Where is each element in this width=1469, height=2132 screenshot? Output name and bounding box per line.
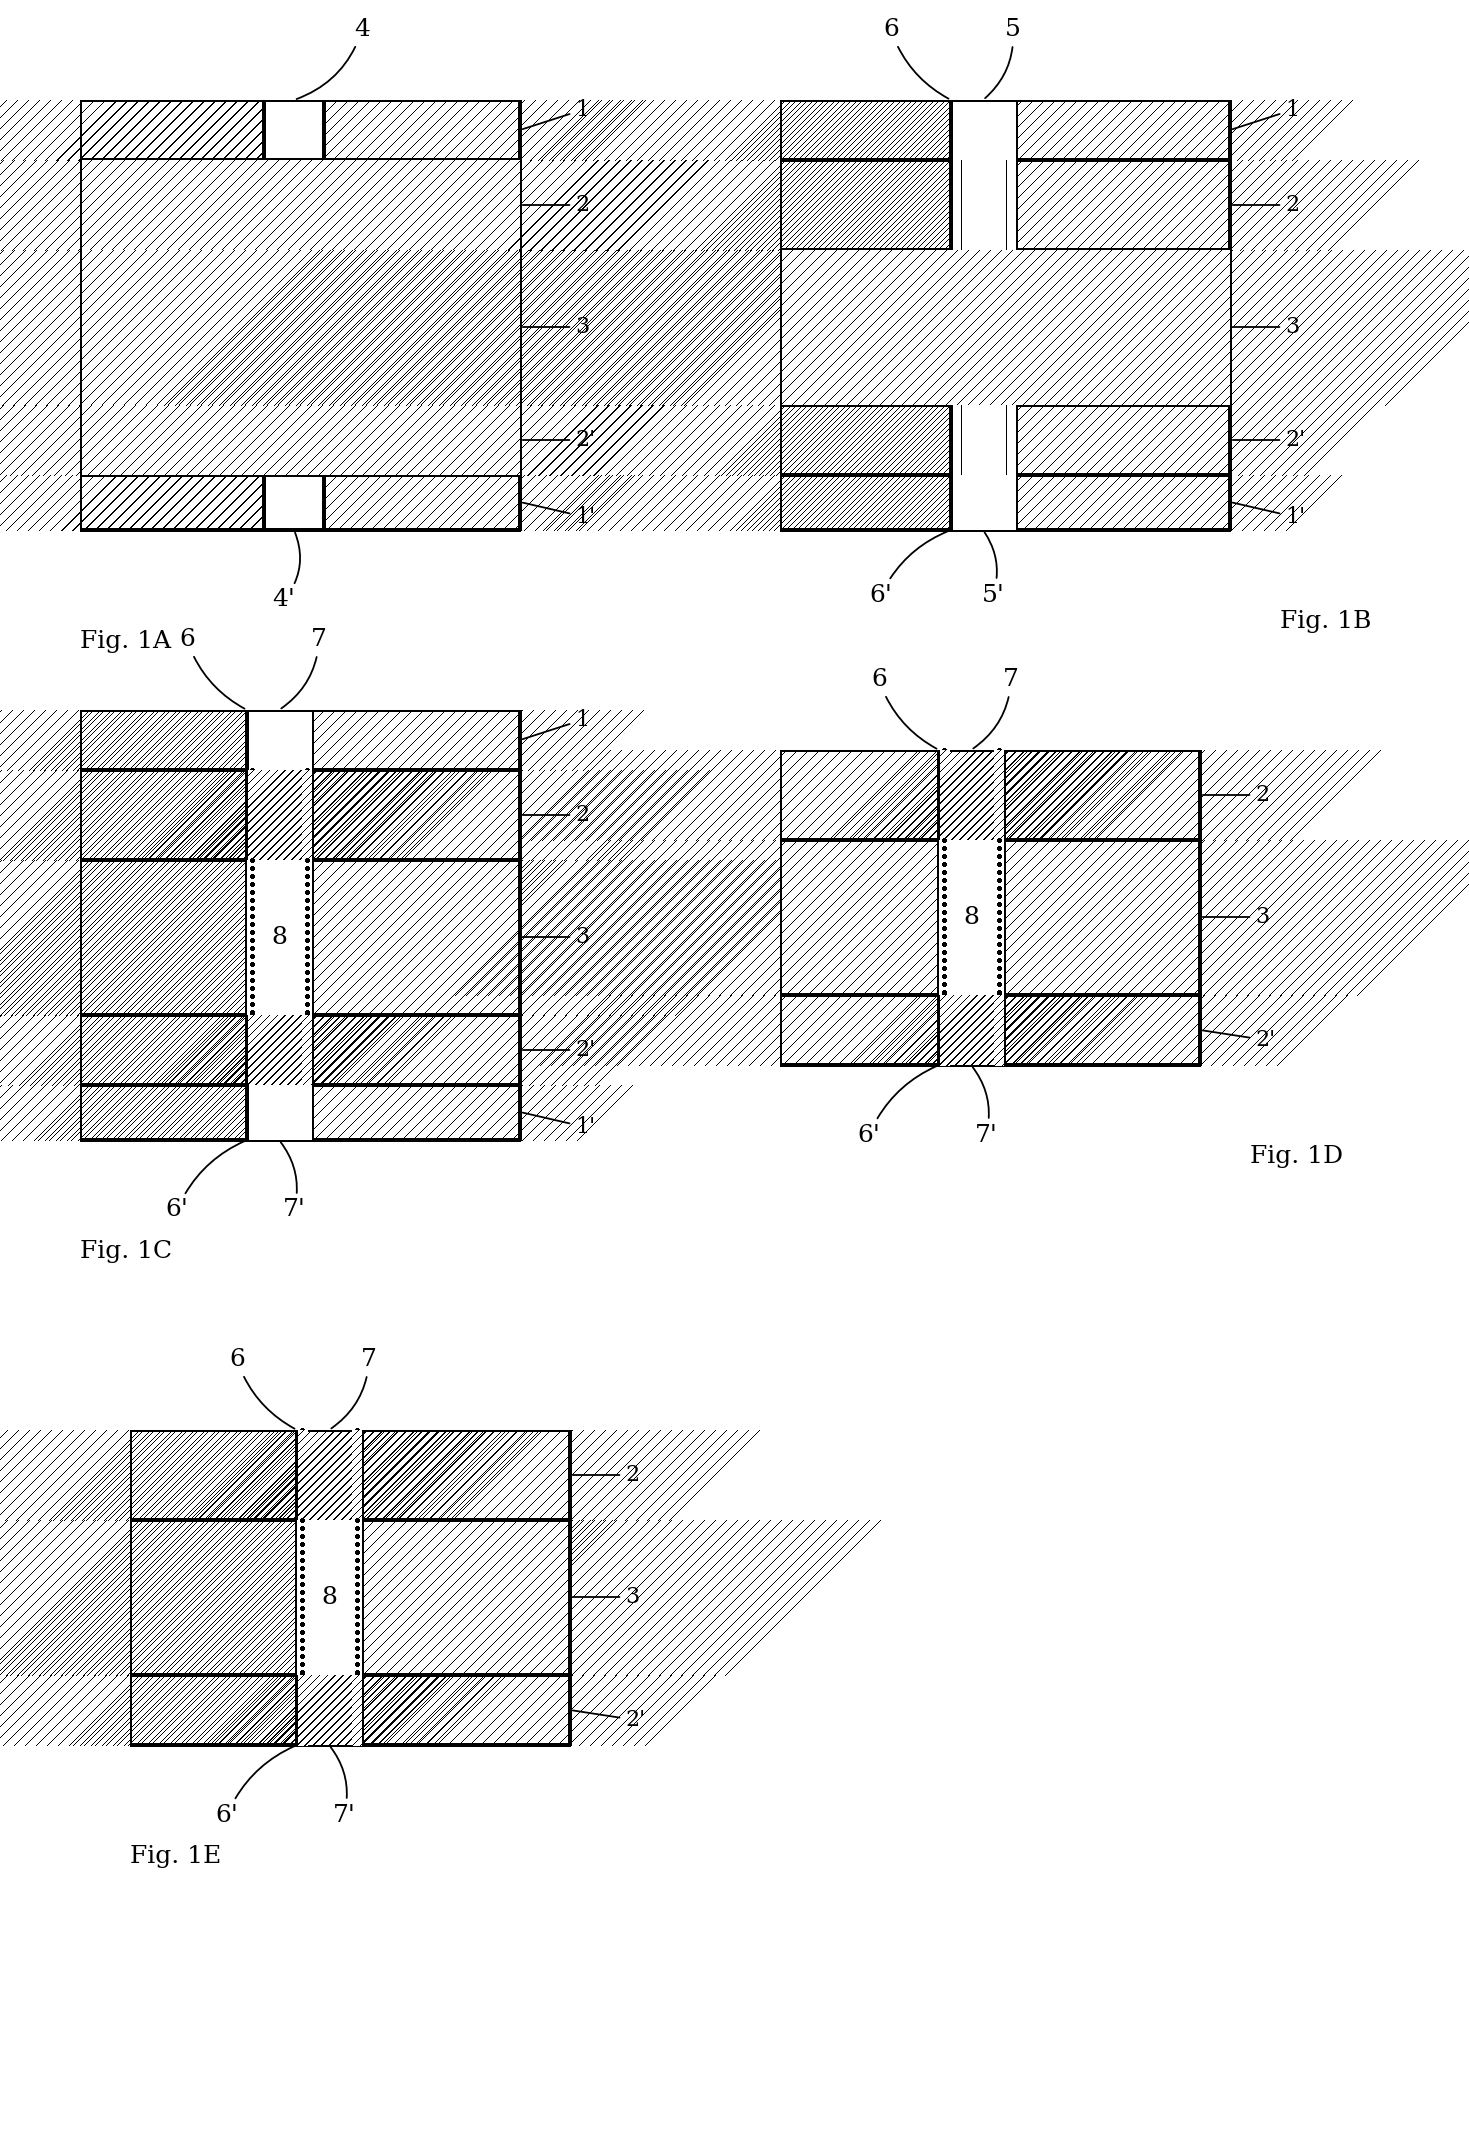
Text: 8: 8 — [322, 1586, 336, 1608]
Text: 3: 3 — [573, 1586, 639, 1608]
Text: 2: 2 — [1203, 785, 1269, 806]
Text: 2: 2 — [523, 194, 589, 215]
Text: 7: 7 — [974, 669, 1019, 748]
Text: 1': 1' — [1232, 503, 1306, 529]
Text: Fig. 1D: Fig. 1D — [1250, 1145, 1343, 1168]
Text: 7: 7 — [281, 629, 328, 708]
Text: 7': 7' — [972, 1068, 997, 1147]
Text: 3: 3 — [523, 316, 589, 339]
Text: 3: 3 — [1232, 316, 1299, 339]
Text: 4': 4' — [273, 533, 300, 612]
Text: 6': 6' — [870, 531, 949, 605]
Text: 7': 7' — [281, 1143, 306, 1222]
Text: 5': 5' — [981, 533, 1005, 605]
Text: 1': 1' — [523, 503, 595, 529]
Text: 4: 4 — [297, 19, 370, 98]
Text: 6': 6' — [166, 1141, 244, 1222]
Text: 5: 5 — [986, 19, 1021, 98]
Text: 1: 1 — [523, 98, 589, 130]
Text: Fig. 1C: Fig. 1C — [79, 1241, 172, 1262]
Text: 7: 7 — [332, 1350, 378, 1428]
Text: 6: 6 — [179, 629, 244, 708]
Text: 6': 6' — [858, 1066, 936, 1147]
Text: 3: 3 — [523, 925, 589, 949]
Text: 2': 2' — [1203, 1030, 1275, 1051]
Text: 3: 3 — [1203, 906, 1269, 927]
Text: 2: 2 — [523, 804, 589, 825]
Text: 6': 6' — [216, 1746, 294, 1827]
Text: Fig. 1E: Fig. 1E — [129, 1844, 222, 1868]
Text: 6: 6 — [229, 1350, 295, 1428]
Text: 6: 6 — [883, 19, 949, 98]
Text: 2': 2' — [523, 1038, 595, 1062]
Text: 1': 1' — [523, 1113, 595, 1138]
Text: 7': 7' — [331, 1748, 355, 1827]
Text: 2: 2 — [1232, 194, 1299, 215]
Text: 8: 8 — [964, 906, 978, 930]
Text: 2': 2' — [1232, 429, 1306, 452]
Text: 2: 2 — [573, 1465, 639, 1486]
Text: 2': 2' — [523, 429, 595, 452]
Text: 1: 1 — [523, 710, 589, 740]
Text: 8: 8 — [272, 925, 286, 949]
Text: Fig. 1A: Fig. 1A — [79, 629, 170, 652]
Text: 2': 2' — [573, 1710, 645, 1731]
Text: 6: 6 — [871, 669, 937, 748]
Text: 1: 1 — [1232, 98, 1299, 130]
Text: Fig. 1B: Fig. 1B — [1279, 610, 1372, 633]
